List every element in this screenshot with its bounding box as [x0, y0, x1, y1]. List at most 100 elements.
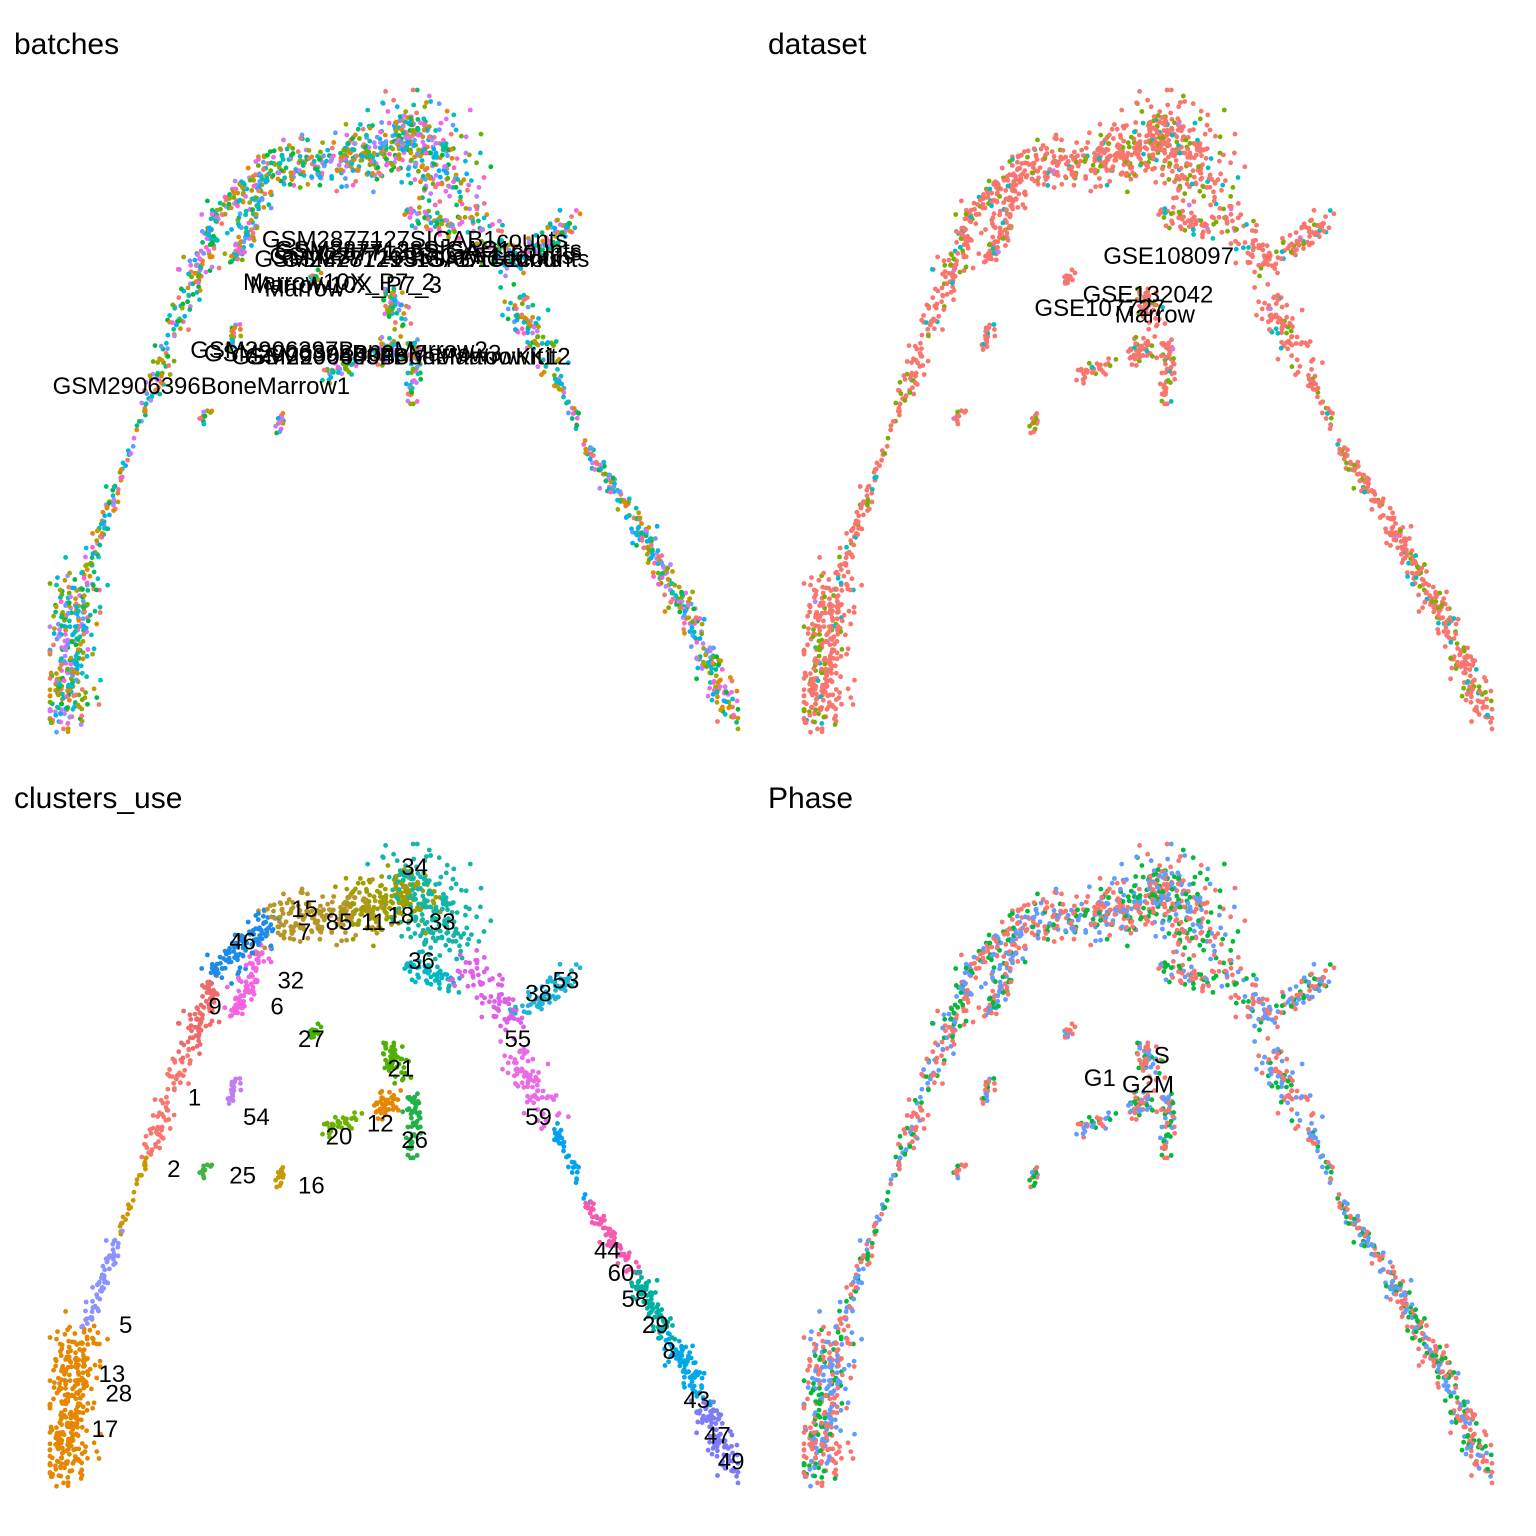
cell-point [47, 707, 53, 712]
cell-point [829, 637, 835, 643]
cell-point [920, 363, 926, 368]
cell-point [209, 264, 215, 270]
cell-point [670, 589, 675, 595]
cell-point [1205, 165, 1211, 171]
cell-point [209, 211, 215, 217]
cell-point [400, 147, 406, 153]
cell-point [1098, 132, 1104, 138]
cell-point [648, 542, 654, 548]
cell-point [1316, 234, 1322, 240]
cell-point [611, 484, 617, 490]
cell-point [521, 330, 527, 336]
cell-point [525, 339, 530, 345]
cell-point [268, 149, 273, 155]
cell-point [350, 182, 356, 188]
cell-point [572, 225, 578, 231]
cell-point [505, 1070, 511, 1076]
cell-point [105, 582, 110, 588]
cell-point [711, 645, 716, 651]
cell-point [851, 604, 857, 610]
cell-point [1191, 199, 1197, 204]
cell-point [663, 584, 669, 589]
cell-point [54, 671, 59, 676]
cell-point [98, 677, 103, 683]
cell-point [919, 332, 925, 338]
cell-point [481, 175, 487, 180]
cell-point [1413, 560, 1418, 565]
cell-point [414, 87, 420, 93]
cell-point [1356, 471, 1362, 477]
cell-point [343, 366, 348, 372]
cell-point [1454, 641, 1460, 646]
cell-point [456, 236, 462, 241]
cell-point [386, 120, 392, 126]
cell-point [250, 230, 256, 236]
cell-point [713, 673, 719, 679]
cell-point [353, 886, 358, 892]
cell-point [865, 484, 871, 490]
cell-point [644, 551, 650, 557]
cell-point [1086, 360, 1092, 366]
cell-point [192, 257, 198, 263]
cell-point [353, 132, 358, 138]
cell-point [813, 623, 819, 629]
cell-point [615, 507, 621, 512]
cell-point [1444, 619, 1449, 625]
cell-point [80, 656, 86, 662]
cell-point [357, 136, 362, 141]
cell-point [844, 651, 849, 657]
cell-point [197, 256, 203, 262]
cell-point [652, 560, 657, 566]
cell-point [1005, 183, 1011, 189]
cell-point [533, 232, 539, 238]
cell-point [1370, 489, 1375, 495]
cell-point [1273, 326, 1279, 332]
cell-point [682, 620, 687, 626]
cell-point [506, 242, 512, 248]
cell-point [1013, 176, 1019, 182]
cell-point [1187, 128, 1193, 133]
cell-point [111, 484, 117, 490]
cell-point [1451, 636, 1457, 641]
cell-point [1114, 126, 1120, 132]
cell-point [656, 581, 661, 587]
cell-point [1004, 196, 1010, 202]
cell-point [317, 157, 322, 162]
cell-point [573, 962, 579, 967]
cell-point [1153, 179, 1159, 185]
cell-point [846, 608, 852, 614]
cell-point [396, 166, 401, 172]
cell-point [715, 680, 721, 686]
cell-point [497, 218, 502, 224]
cell-point [811, 682, 817, 688]
cell-point [827, 653, 833, 659]
cell-point [1256, 299, 1262, 305]
cell-point [1388, 543, 1393, 548]
cell-point [1294, 247, 1299, 253]
cell-point [660, 571, 665, 576]
cell-point [378, 356, 384, 362]
cell-point [393, 320, 398, 325]
cell-point [897, 409, 902, 414]
cell-point [844, 551, 850, 556]
cell-point [199, 212, 205, 217]
cell-point [819, 666, 824, 672]
cell-point [1111, 136, 1116, 141]
cell-point [987, 242, 992, 248]
cell-point [1042, 170, 1048, 176]
cell-point [281, 181, 287, 187]
cell-point [205, 198, 210, 204]
cell-point [156, 385, 161, 390]
cell-point [201, 251, 207, 256]
cell-point [1193, 221, 1199, 227]
cell-point [412, 353, 418, 359]
cell-point [426, 198, 432, 204]
cell-point [233, 242, 238, 248]
cell-point [416, 346, 422, 352]
cell-point [418, 153, 423, 159]
cell-point [1468, 654, 1474, 660]
cell-point [1228, 194, 1234, 199]
cell-point [440, 152, 445, 158]
cell-point [470, 218, 476, 224]
cell-point [1355, 459, 1361, 465]
